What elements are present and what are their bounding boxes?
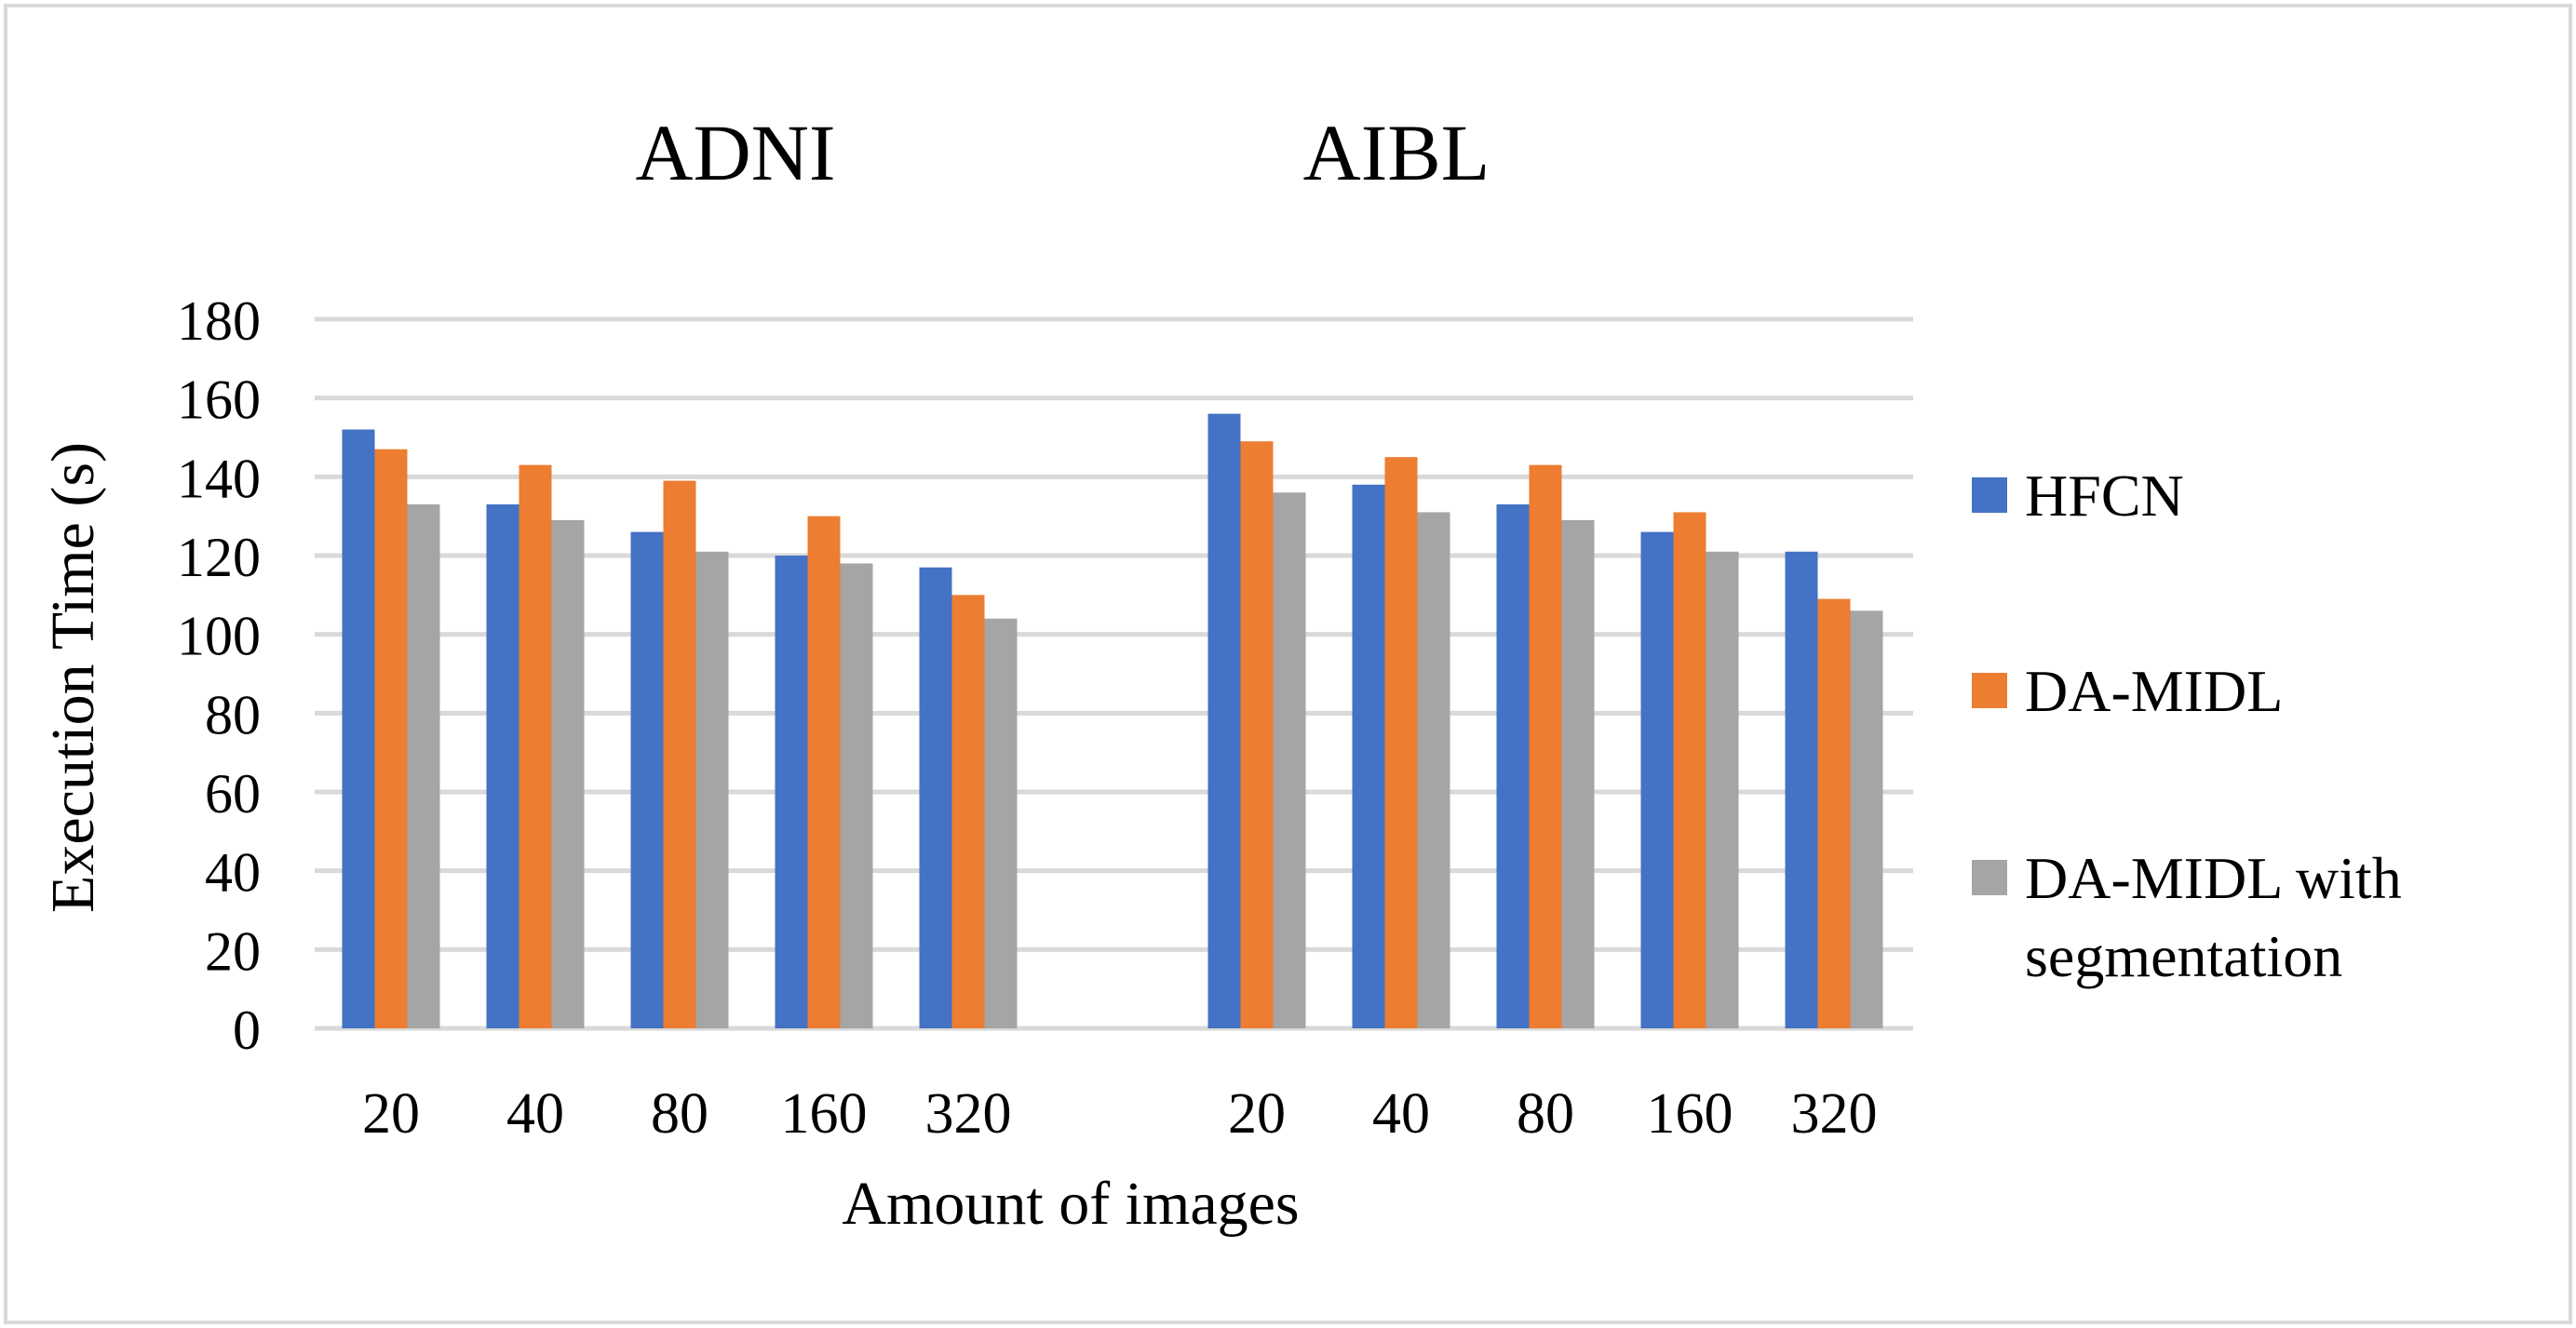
x-tick-label: 320 — [925, 1082, 1012, 1146]
y-tick-label: 0 — [233, 999, 261, 1061]
bar-adni-320-da-midl-with-segmentation — [984, 618, 1018, 1028]
x-tick-label: 320 — [1791, 1082, 1878, 1146]
bar-aibl-160-da-midl — [1673, 512, 1706, 1028]
bar-aibl-40-da-midl-with-segmentation — [1417, 512, 1450, 1028]
bar-aibl-20-hfcn — [1207, 413, 1241, 1029]
bar-adni-80-hfcn — [630, 531, 664, 1028]
legend-label: DA-MIDL with — [2025, 845, 2402, 911]
bar-aibl-160-hfcn — [1640, 531, 1674, 1028]
y-tick-label: 120 — [177, 527, 261, 588]
legend-swatch — [1972, 673, 2007, 708]
bar-adni-80-da-midl-with-segmentation — [695, 551, 729, 1028]
x-tick-label: 160 — [1647, 1082, 1733, 1146]
x-tick-label: 20 — [362, 1082, 420, 1146]
legend-label: segmentation — [2025, 923, 2342, 989]
bar-adni-20-da-midl — [374, 449, 408, 1028]
bar-aibl-20-da-midl-with-segmentation — [1273, 492, 1306, 1028]
bar-adni-20-hfcn — [342, 429, 375, 1028]
bar-adni-40-da-midl — [519, 464, 552, 1029]
bar-adni-160-da-midl-with-segmentation — [840, 563, 873, 1028]
x-tick-label: 20 — [1228, 1082, 1286, 1146]
bar-aibl-80-da-midl — [1529, 464, 1562, 1029]
bar-aibl-40-hfcn — [1352, 484, 1385, 1028]
y-tick-label: 40 — [205, 842, 261, 904]
bar-adni-320-hfcn — [919, 567, 952, 1028]
x-tick-label: 80 — [1517, 1082, 1574, 1146]
x-tick-label: 80 — [651, 1082, 708, 1146]
bar-adni-160-hfcn — [775, 556, 808, 1028]
bar-aibl-40-da-midl — [1384, 457, 1418, 1029]
y-tick-label: 80 — [205, 684, 261, 745]
bar-adni-320-da-midl — [951, 595, 985, 1028]
legend-swatch — [1972, 477, 2007, 513]
y-tick-label: 180 — [177, 290, 261, 352]
bar-adni-80-da-midl — [663, 480, 696, 1028]
bar-adni-40-hfcn — [486, 503, 519, 1028]
bar-aibl-80-da-midl-with-segmentation — [1561, 519, 1595, 1028]
bar-adni-160-da-midl — [807, 516, 841, 1028]
bars — [342, 413, 1883, 1029]
group-label-aibl: AIBL — [1303, 108, 1490, 197]
y-axis-title: Execution Time (s) — [39, 442, 107, 913]
bar-adni-40-da-midl-with-segmentation — [551, 519, 585, 1028]
legend-swatch — [1972, 860, 2007, 895]
axis-labels: 0 20 40 60 80 100 120 140 160 180 ADNI 20 40 80 160 320… — [177, 108, 1878, 1146]
y-tick-label: 100 — [177, 606, 261, 667]
legend: HFCN DA-MIDL DA-MIDL with segmentation — [1972, 463, 2402, 989]
bar-aibl-80-hfcn — [1496, 503, 1530, 1028]
bar-adni-20-da-midl-with-segmentation — [407, 503, 440, 1028]
x-tick-label: 40 — [506, 1082, 564, 1146]
bar-aibl-20-da-midl — [1240, 441, 1274, 1028]
legend-label: HFCN — [2025, 463, 2184, 529]
x-tick-label: 160 — [781, 1082, 868, 1146]
y-tick-label: 140 — [177, 448, 261, 509]
group-label-adni: ADNI — [636, 108, 836, 197]
x-tick-label: 40 — [1372, 1082, 1430, 1146]
bar-aibl-320-hfcn — [1785, 551, 1818, 1028]
y-tick-label: 60 — [205, 763, 261, 825]
legend-label: DA-MIDL — [2025, 658, 2283, 724]
bar-aibl-320-da-midl — [1817, 598, 1851, 1028]
y-tick-label: 160 — [177, 369, 261, 431]
bar-aibl-320-da-midl-with-segmentation — [1850, 610, 1883, 1028]
y-tick-label: 20 — [205, 920, 261, 982]
bar-aibl-160-da-midl-with-segmentation — [1706, 551, 1739, 1028]
x-axis-title: Amount of images — [842, 1170, 1299, 1238]
